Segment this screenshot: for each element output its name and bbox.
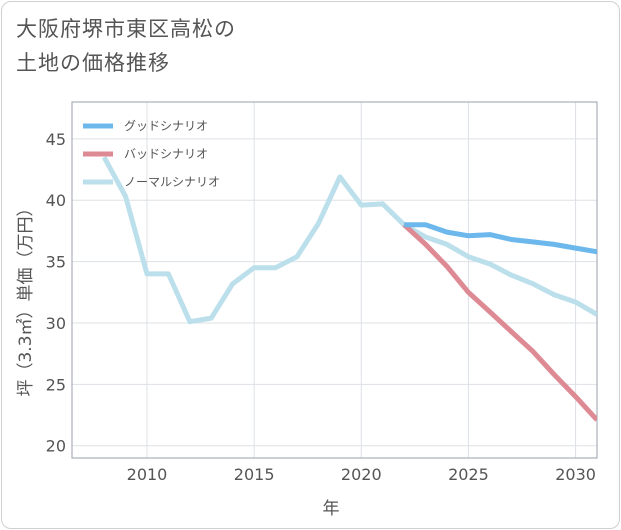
y-tick-label: 40: [46, 191, 66, 210]
grid-lines: [72, 102, 597, 458]
legend-label-0: グッドシナリオ: [124, 119, 208, 133]
x-tick-label: 2010: [127, 465, 168, 484]
series-line-0: [404, 222, 597, 255]
y-tick-label: 45: [46, 130, 66, 149]
chart-title: 大阪府堺市東区高松の 土地の価格推移: [16, 12, 236, 80]
legend-label-2: ノーマルシナリオ: [124, 175, 220, 189]
x-axis-label: 年: [323, 499, 340, 519]
y-axis-label: 坪（3.3㎡）単価（万円）: [16, 199, 36, 396]
x-tick-label: 2030: [555, 465, 596, 484]
y-tick-label: 30: [46, 314, 66, 333]
y-tick-label: 25: [46, 375, 66, 394]
x-tick-label: 2025: [448, 465, 489, 484]
x-tick-label: 2015: [234, 465, 275, 484]
legend-label-1: バッドシナリオ: [124, 147, 208, 161]
series-lines: [101, 156, 597, 422]
y-tick-label: 35: [46, 253, 66, 272]
y-tick-label: 20: [46, 437, 66, 456]
title-line-1: 大阪府堺市東区高松の: [16, 17, 236, 41]
y-tick-labels: 20 25 30 35 40 45: [46, 130, 66, 456]
series-line-1: [402, 222, 597, 422]
plot-frame: [71, 101, 598, 459]
title-line-2: 土地の価格推移: [16, 51, 170, 75]
x-tick-label: 2020: [341, 465, 382, 484]
series-line-2: [101, 156, 597, 325]
x-tick-labels: 2010 2015 2020 2025 2030: [127, 465, 596, 484]
